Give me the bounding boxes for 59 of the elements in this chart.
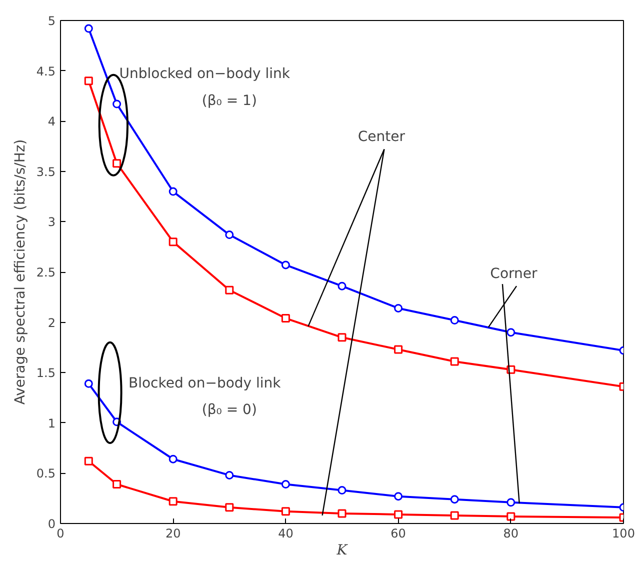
y-tick-label: 0.5 [36, 466, 56, 481]
point [84, 24, 93, 33]
point [281, 480, 290, 489]
x-tick-label: 40 [278, 526, 294, 540]
point [225, 230, 234, 240]
point [450, 495, 459, 504]
annotation: (β₀ = 0) [202, 402, 257, 418]
point [225, 503, 234, 512]
point [112, 480, 122, 489]
annotation: Blocked on−body link [128, 376, 282, 392]
point [281, 260, 290, 270]
point [112, 100, 122, 108]
point [281, 507, 290, 516]
point [168, 454, 178, 464]
annotation: Center [358, 129, 406, 146]
point [394, 304, 403, 312]
y-tick-label: 3 [48, 215, 56, 230]
point [338, 509, 346, 518]
point [506, 512, 516, 521]
point [338, 486, 346, 495]
annotation: Corner [490, 266, 538, 282]
point [168, 497, 178, 506]
point [450, 511, 459, 520]
point [225, 470, 234, 480]
point [450, 316, 459, 325]
y-tick-label: 2 [48, 316, 56, 330]
y-tick-label: 5 [48, 14, 56, 28]
point [338, 282, 346, 290]
point [168, 238, 178, 246]
x-tick-label: 80 [503, 526, 519, 540]
y-tick-label: 4.5 [36, 64, 56, 78]
x-tick-label: 0 [56, 526, 64, 540]
point [84, 379, 93, 388]
point [225, 286, 234, 294]
point [168, 187, 178, 196]
point [394, 492, 403, 501]
point [394, 510, 403, 519]
point [394, 345, 403, 354]
annotation: (β₀ = 1) [202, 92, 257, 109]
point [112, 159, 122, 168]
x-tick-label: 20 [165, 526, 181, 540]
point [506, 328, 516, 337]
y-tick-label: 1.5 [36, 366, 56, 380]
annotation: Unblocked on−body link [119, 66, 291, 82]
y-tick-label: 2.5 [36, 266, 56, 280]
x-tick-label: 100 [612, 526, 635, 540]
point [506, 498, 516, 507]
y-tick-label: 0 [48, 517, 56, 531]
y-tick-label: 1 [48, 416, 56, 430]
point [84, 76, 93, 86]
x-tick-label: 60 [390, 526, 406, 540]
point [84, 456, 93, 466]
y-tick-label: 4 [48, 114, 56, 129]
point [281, 314, 290, 323]
y-axis-title: Average spectral efficiency (bits/s/Hz) [12, 139, 28, 405]
point [338, 333, 346, 342]
point [450, 357, 459, 366]
x-axis-title: K [336, 542, 349, 558]
y-tick-label: 3.5 [36, 164, 56, 179]
